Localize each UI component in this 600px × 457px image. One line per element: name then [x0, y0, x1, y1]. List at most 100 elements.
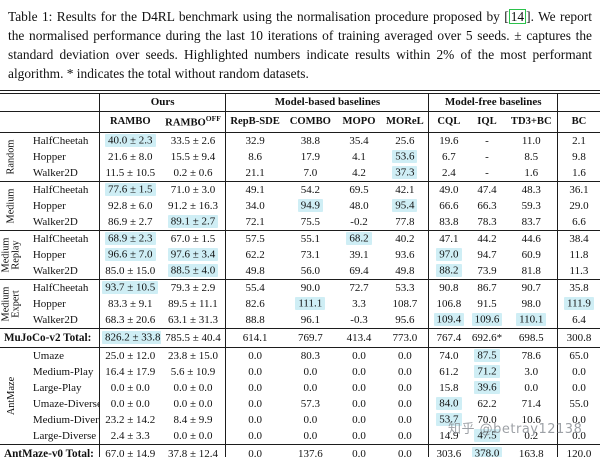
- value-cell: 11.8: [556, 246, 600, 263]
- section-label-rotwrap: Medium Expert: [0, 280, 24, 328]
- env-label: Walker2D: [32, 166, 78, 179]
- env-label: Hopper: [32, 150, 66, 163]
- value-cell: 11.0: [505, 131, 558, 149]
- value-cell: 0.0 ± 0.0: [173, 397, 213, 410]
- value-cell: 55.4: [225, 278, 284, 296]
- value-cell: 91.2 ± 16.3: [167, 199, 218, 212]
- highlighted-value: 110.1: [516, 313, 547, 327]
- value-cell: 0.0 ± 0.0: [98, 379, 161, 396]
- value-cell: 53.7: [428, 411, 469, 428]
- table-body: Random HalfCheetah 40.0 ± 2.3 33.5 ± 2.6 32.…: [0, 131, 600, 457]
- value-cell: 32.9: [225, 131, 284, 149]
- value-cell: 0.0: [303, 365, 318, 378]
- value-cell: 53.3: [381, 278, 429, 296]
- value-cell: 78.6: [505, 346, 558, 364]
- value-cell: 94.9: [284, 198, 337, 214]
- highlighted-value: 68.9 ± 2.3: [105, 232, 156, 246]
- value-cell: -: [468, 131, 506, 149]
- section-label-text: Random: [5, 139, 17, 175]
- total-label: AntMaze-v0 Total:: [0, 443, 100, 457]
- value-cell: 2.4: [428, 164, 469, 182]
- value-cell: 0.0: [352, 413, 366, 426]
- value-cell: 0.0: [303, 413, 318, 426]
- highlighted-value: 84.0: [436, 397, 462, 411]
- table-row: Medium Expert HalfCheetah 93.7 ± 10.5 79.3 …: [0, 278, 600, 329]
- value-cell: 48.3: [505, 180, 558, 198]
- value-cell: 0.0: [524, 381, 539, 394]
- value-cell: 95.6: [395, 313, 415, 326]
- value-cell: 413.4: [336, 327, 382, 348]
- value-cell: 47.4: [468, 180, 506, 198]
- column-header: CQL: [428, 111, 469, 133]
- value-cell: 0.0: [556, 427, 600, 445]
- value-cell: 90.7: [505, 278, 558, 296]
- value-cell: 111.9: [556, 295, 600, 312]
- section-label-rotwrap: AntMaze: [0, 348, 24, 444]
- column-header: BC: [556, 111, 600, 133]
- highlighted-value: 53.6: [392, 150, 418, 164]
- value-cell: 106.8: [428, 295, 469, 312]
- value-cell: 10.6: [521, 413, 541, 426]
- value-cell: 63.1 ± 31.3: [167, 313, 218, 326]
- value-cell: 0.0: [336, 443, 382, 457]
- value-cell: 49.8: [395, 264, 415, 277]
- highlighted-value: 39.6: [474, 381, 500, 395]
- env-label: Hopper: [32, 248, 66, 261]
- value-cell: 39.1: [349, 248, 369, 261]
- value-cell: 15.5 ± 9.4: [170, 150, 216, 163]
- value-cell: 89.1 ± 2.7: [161, 214, 226, 231]
- value-cell: 35.4: [336, 131, 382, 149]
- column-header: MOPO: [336, 111, 382, 133]
- value-cell: 89.5 ± 11.1: [168, 297, 218, 310]
- value-cell: 65.0: [556, 346, 600, 364]
- value-cell: 137.6: [283, 443, 337, 457]
- value-cell: 70.0: [477, 413, 497, 426]
- value-cell: -: [485, 166, 489, 179]
- value-cell: 0.2 ± 0.6: [173, 166, 213, 179]
- highlighted-value: 88.5 ± 4.0: [167, 264, 219, 278]
- total-label: MuJoCo-v2 Total:: [0, 327, 100, 348]
- value-cell: -0.2: [350, 215, 368, 228]
- value-cell: 0.0: [225, 379, 284, 396]
- value-cell: 378.0: [468, 443, 506, 457]
- value-cell: 11.3: [556, 262, 600, 280]
- value-cell: 96.1: [300, 313, 320, 326]
- section-label: Medium Expert: [0, 278, 24, 329]
- table-top-rule: [0, 90, 600, 95]
- group-header: [556, 94, 600, 113]
- table-row: Hopper 92.8 ± 6.0 91.2 ± 16.3 34.0 94.9 48.0 9…: [0, 197, 600, 214]
- citation-link[interactable]: 14: [508, 9, 527, 25]
- section-label-text: Medium Replay: [0, 237, 22, 273]
- value-cell: 90.0: [283, 278, 337, 296]
- value-cell: 0.0: [556, 363, 600, 380]
- group-header-row: Ours Model-based baselines Model-free base…: [0, 94, 600, 113]
- value-cell: 8.4 ± 9.9: [173, 413, 213, 426]
- value-cell: 80.3: [283, 346, 337, 364]
- column-header-row: RAMBO RAMBOOFF RepB-SDE COMBO MOPO MOReL CQL IQ…: [0, 111, 600, 133]
- value-cell: 88.8: [225, 311, 284, 329]
- section-label: AntMaze: [0, 346, 24, 445]
- value-cell: 23.2 ± 14.2: [98, 411, 161, 428]
- section-label: Medium: [0, 180, 24, 231]
- highlighted-value: 111.1: [295, 297, 326, 311]
- value-cell: 2.1: [556, 131, 600, 149]
- value-cell: 769.7: [283, 327, 337, 348]
- value-cell: 59.3: [521, 199, 541, 212]
- section-label-text: AntMaze: [5, 376, 17, 415]
- value-cell: 17.9: [300, 150, 320, 163]
- value-cell: 0.2: [524, 429, 539, 442]
- value-cell: 29.0: [556, 197, 600, 214]
- value-cell: 0.0 ± 0.0: [173, 381, 213, 394]
- highlighted-value: 89.1 ± 2.7: [167, 215, 219, 229]
- value-cell: 21.1: [225, 164, 284, 182]
- highlighted-value: 47.5: [474, 429, 500, 443]
- highlighted-value: 94.9: [297, 199, 323, 213]
- value-cell: 7.0: [303, 166, 318, 179]
- value-cell: 90.8: [428, 278, 469, 296]
- value-cell: 9.8: [556, 148, 600, 165]
- value-cell: 68.2: [336, 229, 382, 247]
- value-cell: 73.1: [300, 248, 320, 261]
- group-header: Model-free baselines: [428, 94, 558, 113]
- value-cell: 1.6: [556, 164, 600, 182]
- value-cell: 68.9 ± 2.3: [98, 229, 161, 247]
